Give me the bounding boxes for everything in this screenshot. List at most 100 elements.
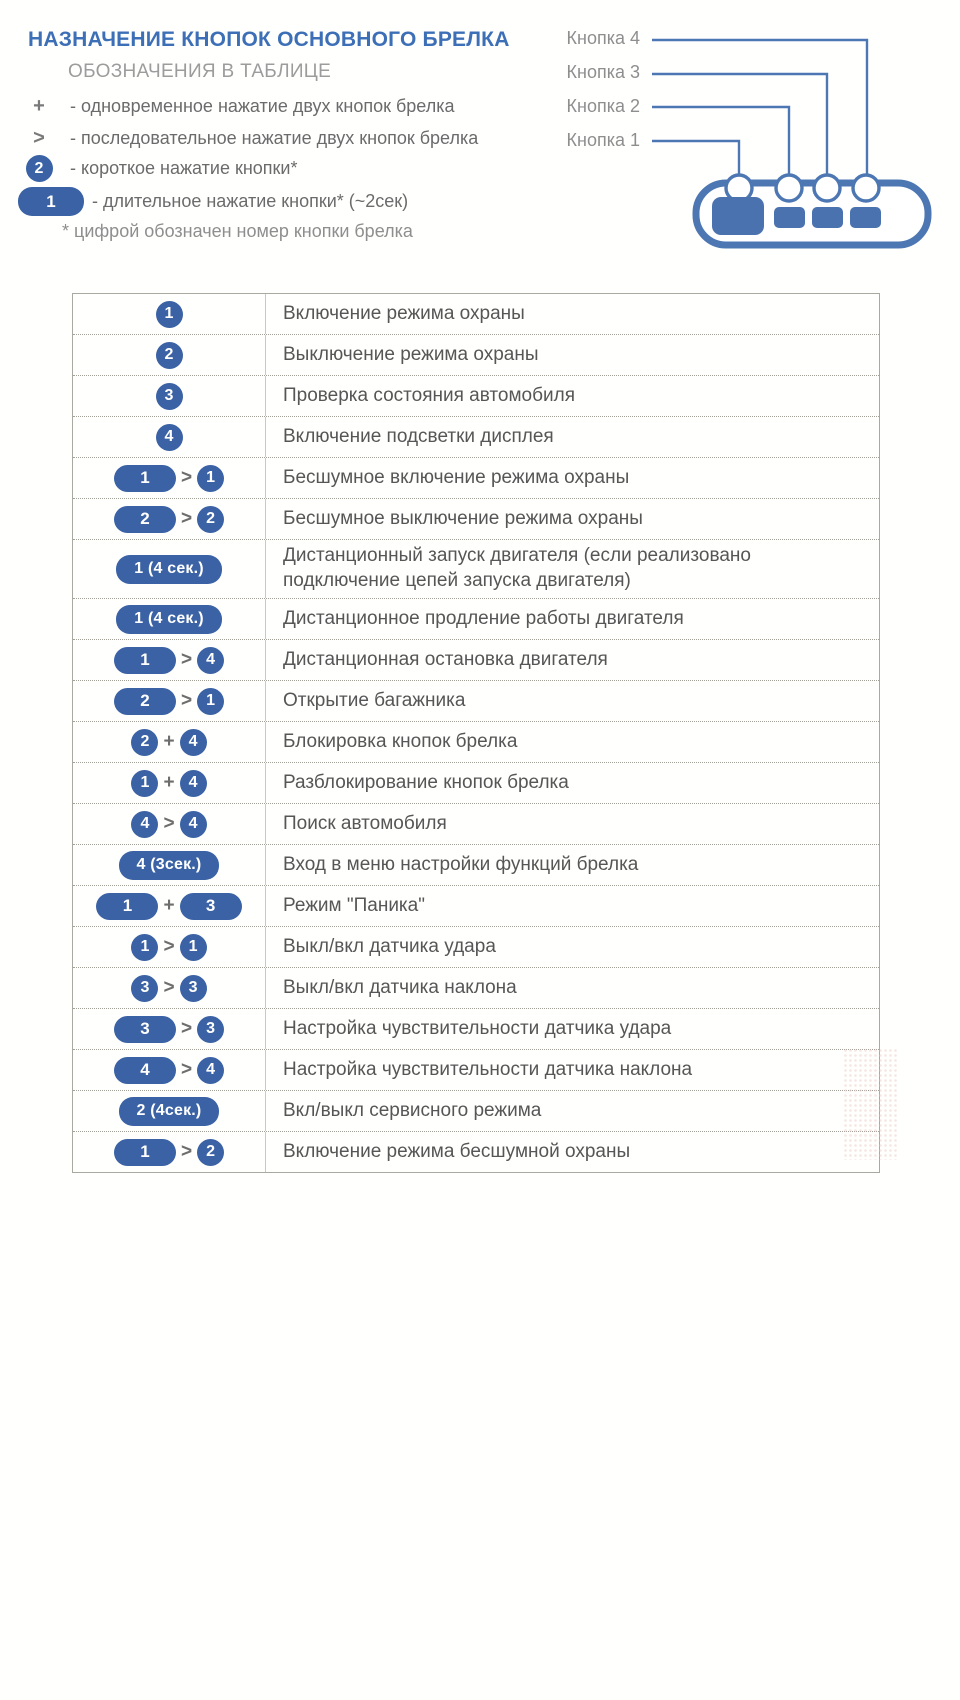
label-button-2: Кнопка 2 [566,96,640,116]
page-title: НАЗНАЧЕНИЕ КНОПОК ОСНОВНОГО БРЕЛКА [28,28,510,51]
table-row: 4 Включение подсветки дисплея [73,417,879,458]
keyfob-circle-4 [851,173,881,203]
function-cell: Дистанционный запуск двигателя (если реа… [283,545,751,591]
label-button-1: Кнопка 1 [566,130,640,150]
function-cell: Настройка чувствительности датчика удара [283,1017,672,1039]
short-press-badge: 2 [155,341,183,369]
short-press-badge: 3 [131,974,159,1002]
function-cell: Бесшумное выключение режима охраны [283,507,643,529]
table-row: 3 >3 Настройка чувствительности датчика уд… [73,1009,879,1050]
keyfob-button-1 [712,197,764,235]
combo-cell: 1 +3 [73,886,266,926]
long-press-badge: 1 [113,646,176,674]
combo-cell: 4 [73,417,266,457]
table-row: 1 >1 Выкл/вкл датчика удара [73,927,879,968]
function-cell: Открытие багажника [283,689,466,711]
long-press-badge: 1 [113,464,176,492]
combo-cell: 1 [73,294,266,334]
short-press-badge: 4 [197,646,225,674]
legend-item-long-press: 1 - длительное нажатие кнопки* (~2сек) [16,187,408,216]
callout-line-button-2 [652,105,791,176]
legend-item-sequential: > - последовательное нажатие двух кнопок… [16,127,478,150]
keyfob-circle-2 [774,173,804,203]
long-press-badge: 2 (4сек.) [118,1096,220,1126]
keyfob-button-3 [812,207,843,228]
short-press-badge: 3 [179,974,207,1002]
legend-text: - длительное нажатие кнопки* (~2сек) [92,191,409,211]
function-cell: Выключение режима охраны [283,343,539,365]
combo-cell: 1 (4 сек.) [73,540,266,598]
short-press-badge: 4 [197,1056,225,1084]
short-press-badge: 2 [131,728,159,756]
short-press-badge: 1 [197,687,225,715]
combo-cell: 1 >1 [73,458,266,498]
simultaneous-separator: + [163,731,175,752]
table-row: 1 >4 Дистанционная остановка двигателя [73,640,879,681]
keyfob-diagram [652,38,932,249]
function-cell: Режим "Паника" [283,894,425,916]
combo-cell: 4 (3сек.) [73,845,266,885]
long-press-badge: 4 [113,1056,176,1084]
sequence-separator: > [180,1018,193,1039]
combo-cell: 2 (4сек.) [73,1091,266,1131]
function-cell: Настройка чувствительности датчика накло… [283,1058,693,1080]
simultaneous-separator: + [163,895,175,916]
table-row: 4 (3сек.) Вход в меню настройки функций б… [73,845,879,886]
table-row: 2 +4 Блокировка кнопок брелка [73,722,879,763]
combo-cell: 2 [73,335,266,375]
table-row: 1 (4 сек.) Дистанционное продление работы… [73,599,879,640]
combo-cell: 1 >1 [73,927,266,967]
combo-cell: 1 (4 сек.) [73,599,266,639]
long-press-badge: 1 (4 сек.) [116,554,222,584]
table-row: 4 >4 Поиск автомобиля [73,804,879,845]
short-press-badge: 1 [131,933,159,961]
short-press-badge: 1 [155,300,183,328]
greater-than-icon: > [33,127,45,149]
short-press-badge: 3 [197,1015,225,1043]
table-row: 1 >2 Включение режима бесшумной охраны [73,1132,879,1172]
sequence-separator: > [180,649,193,670]
table-row: 1 +3 Режим "Паника" [73,886,879,927]
legend-text: - последовательное нажатие двух кнопок б… [70,128,479,148]
sequence-separator: > [180,690,193,711]
combo-cell: 4 >4 [73,1050,266,1090]
short-press-badge: 1 [197,464,225,492]
legend-marker-wrap: 1 [18,187,84,216]
callout-line-button-4 [652,38,869,176]
long-press-badge: 1 (4 сек.) [116,604,222,634]
table-row: 1 Включение режима охраны [73,294,879,335]
callout-line-button-3 [652,72,829,176]
combo-cell: 1 >4 [73,640,266,680]
table-row: 2 >2 Бесшумное выключение режима охраны [73,499,879,540]
long-press-badge: 3 [113,1015,176,1043]
function-cell: Поиск автомобиля [283,812,447,834]
short-press-badge: 4 [179,728,207,756]
sequence-separator: > [163,813,175,834]
function-cell: Бесшумное включение режима охраны [283,466,630,488]
combo-cell: 2 >1 [73,681,266,721]
short-press-badge: 2 [197,1138,225,1166]
sequence-separator: > [180,1059,193,1080]
short-press-badge: 3 [155,382,183,410]
function-table: 1 Включение режима охраны 2 Выключение режи… [72,293,880,1173]
function-cell: Блокировка кнопок брелка [283,730,518,752]
sequence-separator: > [180,1141,193,1162]
table-row: 1 +4 Разблокирование кнопок брелка [73,763,879,804]
keyfob-circle-3 [812,173,842,203]
legend-item-short-press: 2 - короткое нажатие кнопки* [16,155,297,182]
table-row: 1 >1 Бесшумное включение режима охраны [73,458,879,499]
table-row: 2 Выключение режима охраны [73,335,879,376]
combo-cell: 1 >2 [73,1132,266,1172]
keyfob-button-4 [850,207,881,228]
function-cell: Дистанционная остановка двигателя [283,648,608,670]
plus-icon: + [33,95,45,117]
function-cell: Включение режима охраны [283,302,525,324]
table-row: 3 Проверка состояния автомобиля [73,376,879,417]
combo-cell: 2 >2 [73,499,266,539]
legend-text: - одновременное нажатие двух кнопок брел… [70,96,455,116]
legend-item-simultaneous: + - одновременное нажатие двух кнопок бр… [16,95,455,118]
long-press-badge: 1 [96,892,159,920]
short-press-badge: 1 [179,933,207,961]
sequence-separator: > [180,508,193,529]
